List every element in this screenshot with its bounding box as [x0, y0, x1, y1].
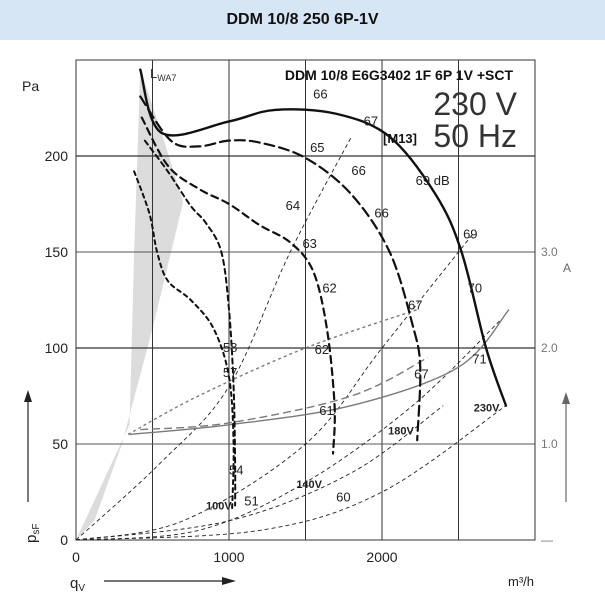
db-label: 67	[408, 298, 422, 313]
right-axis-label: A	[563, 261, 571, 275]
x-tick-label: 1000	[213, 549, 244, 565]
db-label: 65	[310, 140, 324, 155]
pressure-curve	[140, 116, 336, 455]
db-label: 58	[223, 340, 237, 355]
annotations: 66 67 65 66 69 dB 64 66 63 69 62 67 70 58 62 57 71 67 61 5…	[206, 86, 500, 512]
db-label: 69	[463, 227, 477, 242]
current-curve	[140, 356, 429, 431]
db-label: 69 dB	[416, 173, 450, 188]
db-label: 62	[322, 280, 336, 295]
svg-text:qV: qV	[70, 575, 85, 594]
db-label: 57	[223, 365, 237, 380]
product-title: DDM 10/8 250 6P-1V	[226, 11, 379, 28]
grid	[75, 59, 536, 541]
chart-title: DDM 10/8 E6G3402 1F 6P 1V +SCT	[285, 67, 514, 83]
y-tick-label: 100	[45, 340, 69, 356]
db-label: 70	[468, 280, 482, 295]
y-tick-label: 50	[52, 436, 68, 452]
voltage-curve-label: 230V	[474, 402, 500, 414]
system-line	[75, 405, 507, 541]
db-label: 66	[374, 205, 388, 220]
current-curves	[127, 308, 510, 436]
svg-text:psF: psF	[23, 524, 42, 543]
acoustic-region	[76, 69, 184, 540]
pressure-curves	[133, 68, 508, 513]
right-tick-label: —	[541, 533, 553, 547]
plot-frame	[75, 59, 536, 541]
x-axis-label: m³/h	[508, 574, 534, 589]
x-symbol: qV	[70, 575, 236, 594]
x-tick-label: 0	[72, 549, 80, 565]
x-tick-label: 2000	[366, 549, 397, 565]
chart-panel: 0 50 100 150 200 0 1000 2000—1.0 2.0 3.0 DDM 10/8…	[0, 40, 605, 605]
pressure-curve	[139, 68, 508, 407]
y-tick-label: 0	[60, 532, 68, 548]
pressure-curve	[139, 95, 422, 442]
db-label: 63	[302, 236, 316, 251]
db-label: 71	[472, 351, 486, 366]
current-curve	[129, 309, 510, 436]
model-code: [M13]	[383, 131, 417, 146]
system-line	[75, 405, 444, 541]
right-tick-label: 1.0	[541, 437, 558, 451]
db-label: 51	[244, 493, 258, 508]
db-label: 66	[313, 86, 327, 101]
voltage-curve-label: 180V	[388, 425, 414, 437]
db-label: 61	[319, 403, 333, 418]
db-label: 67	[364, 113, 378, 128]
system-line	[75, 232, 475, 541]
db-label: 64	[286, 198, 300, 213]
pressure-curve	[133, 170, 235, 513]
y-axis-label: Pa	[22, 78, 39, 94]
voltage-label: 230 V	[433, 86, 517, 122]
current-axis-arrow	[562, 392, 570, 502]
db-label: 60	[336, 490, 350, 505]
right-tick-label: 2.0	[541, 341, 558, 355]
voltage-curve-label: 100V	[206, 500, 232, 512]
voltage-curve-label: 140V	[296, 479, 322, 491]
frequency-label: 50 Hz	[433, 118, 517, 154]
product-header: DDM 10/8 250 6P-1V	[0, 0, 605, 40]
db-label: 66	[351, 163, 365, 178]
system-lines	[75, 136, 507, 541]
y-tick-label: 200	[45, 148, 69, 164]
db-label: 62	[315, 342, 329, 357]
y-tick-label: 150	[45, 244, 69, 260]
lwa-label: LWA7	[150, 66, 176, 83]
pressure-curve	[143, 139, 237, 507]
db-label: 54	[229, 463, 243, 478]
right-tick-label: 3.0	[541, 245, 558, 259]
system-line	[75, 318, 502, 541]
y-symbol: psF	[23, 390, 42, 543]
db-label: 67	[414, 367, 428, 382]
